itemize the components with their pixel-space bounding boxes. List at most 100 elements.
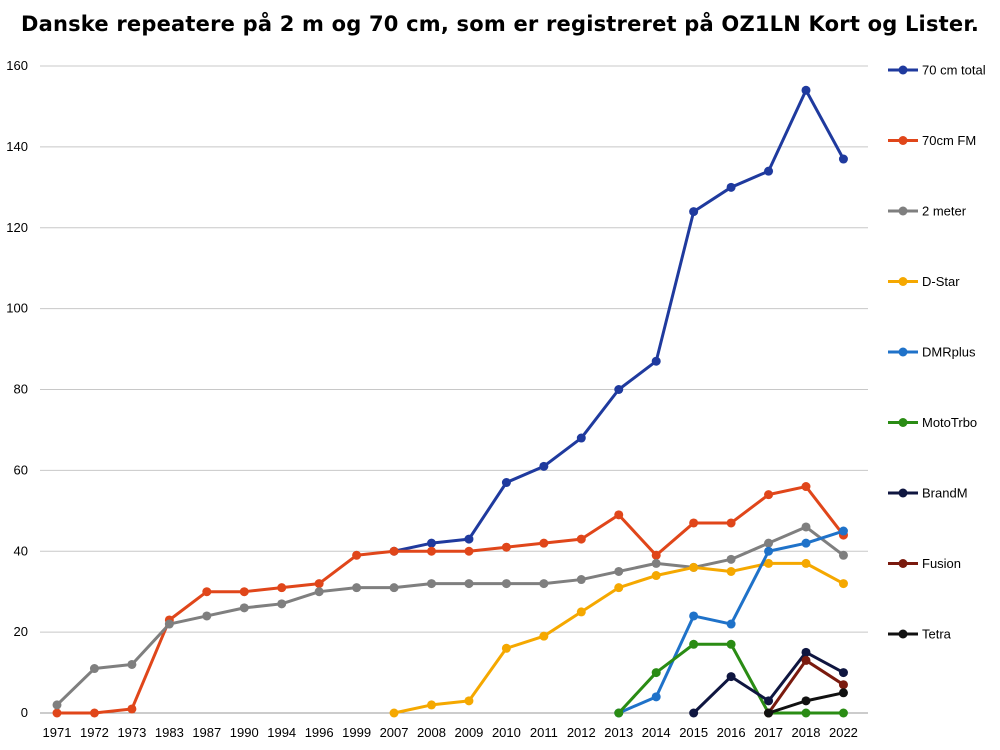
x-tick-label: 1990	[230, 725, 259, 740]
x-tick-label: 1999	[342, 725, 371, 740]
legend-label: BrandM	[922, 486, 968, 501]
x-tick-label: 2018	[792, 725, 821, 740]
legend-swatch-marker	[898, 559, 908, 568]
data-point	[689, 639, 699, 649]
legend-swatch-marker	[898, 418, 908, 427]
data-point	[838, 680, 848, 690]
legend-item: Tetra	[888, 627, 952, 642]
y-tick-label: 40	[14, 543, 28, 558]
legend-label: Fusion	[922, 556, 961, 571]
data-point	[726, 619, 736, 629]
data-point	[801, 522, 811, 532]
legend-label: 2 meter	[922, 204, 967, 219]
data-point	[838, 550, 848, 560]
data-point	[764, 490, 774, 500]
data-point	[614, 566, 624, 576]
data-point	[464, 696, 474, 706]
data-point	[539, 538, 549, 548]
data-point	[764, 558, 774, 568]
x-tick-label: 1994	[267, 725, 296, 740]
data-point	[726, 566, 736, 576]
data-point	[726, 554, 736, 564]
data-point	[202, 587, 212, 597]
series-dmrplus	[614, 526, 848, 718]
x-tick-label: 2007	[380, 725, 409, 740]
data-point	[277, 599, 287, 609]
y-tick-label: 60	[14, 462, 28, 477]
data-point	[801, 482, 811, 492]
data-point	[651, 668, 661, 678]
data-point	[501, 542, 511, 552]
data-point	[801, 558, 811, 568]
y-tick-label: 140	[6, 139, 28, 154]
data-point	[427, 579, 436, 589]
data-point	[651, 550, 661, 560]
data-point	[501, 643, 511, 653]
data-point	[726, 518, 736, 528]
data-point	[764, 696, 774, 706]
legend-label: MotoTrbo	[922, 415, 977, 430]
legend: 70 cm total 70cm FM 2 meter D-Star DMRplus Mo…	[888, 63, 986, 642]
data-point	[127, 659, 137, 669]
data-point	[838, 688, 848, 698]
data-point	[689, 518, 699, 528]
data-point	[689, 207, 699, 217]
y-tick-label: 160	[6, 58, 28, 73]
data-point	[127, 704, 137, 714]
data-point	[614, 385, 624, 394]
x-tick-label: 1973	[117, 725, 146, 740]
legend-label: 70cm FM	[922, 133, 976, 148]
legend-item: Fusion	[888, 556, 961, 571]
data-point	[501, 478, 511, 488]
data-point	[838, 526, 848, 536]
data-point	[614, 510, 624, 520]
data-point	[314, 587, 324, 597]
data-point	[576, 433, 586, 443]
data-point	[427, 538, 436, 548]
series-fusion	[764, 655, 848, 718]
data-point	[838, 708, 848, 718]
x-tick-label: 2009	[454, 725, 483, 740]
legend-item: MotoTrbo	[888, 415, 977, 430]
data-point	[539, 461, 549, 471]
series-d-star	[389, 558, 848, 718]
x-tick-label: 1996	[305, 725, 334, 740]
data-point	[764, 546, 774, 556]
data-point	[464, 546, 474, 556]
x-tick-label: 2011	[530, 725, 558, 740]
data-point	[801, 647, 811, 657]
series-line	[55, 525, 845, 707]
x-tick-label: 2010	[492, 725, 521, 740]
data-point	[501, 579, 511, 589]
legend-label: D-Star	[922, 274, 960, 289]
legend-swatch-marker	[898, 65, 908, 75]
data-point	[539, 631, 549, 641]
data-point	[389, 583, 399, 593]
data-point	[464, 534, 474, 544]
gridlines	[40, 65, 868, 714]
chart-title: Danske repeatere på 2 m og 70 cm, som er…	[20, 12, 980, 36]
legend-swatch-marker	[898, 206, 908, 216]
data-point	[689, 708, 699, 718]
data-point	[764, 166, 774, 176]
data-point	[651, 571, 661, 581]
data-point	[726, 672, 736, 682]
legend-item: 70 cm total	[888, 63, 986, 78]
legend-label: Tetra	[922, 627, 952, 642]
data-point	[614, 583, 624, 593]
y-axis: 0 20 40 60 80 100 120 140 160	[6, 58, 28, 720]
series-70-cm-total	[389, 85, 848, 556]
x-tick-label: 2015	[679, 725, 708, 740]
data-point	[651, 356, 661, 366]
data-point	[277, 583, 287, 593]
data-point	[352, 583, 362, 593]
x-tick-label: 1983	[155, 725, 184, 740]
x-tick-label: 2016	[717, 725, 746, 740]
x-tick-label: 2008	[417, 725, 446, 740]
x-axis: 1971 1972 1973 1983 1987 1990 1994 1996 1999 2007…	[43, 725, 858, 740]
x-tick-label: 1971	[43, 725, 72, 740]
series-line	[392, 88, 845, 553]
data-point	[801, 538, 811, 548]
y-tick-label: 100	[6, 301, 28, 316]
data-point	[239, 603, 249, 613]
